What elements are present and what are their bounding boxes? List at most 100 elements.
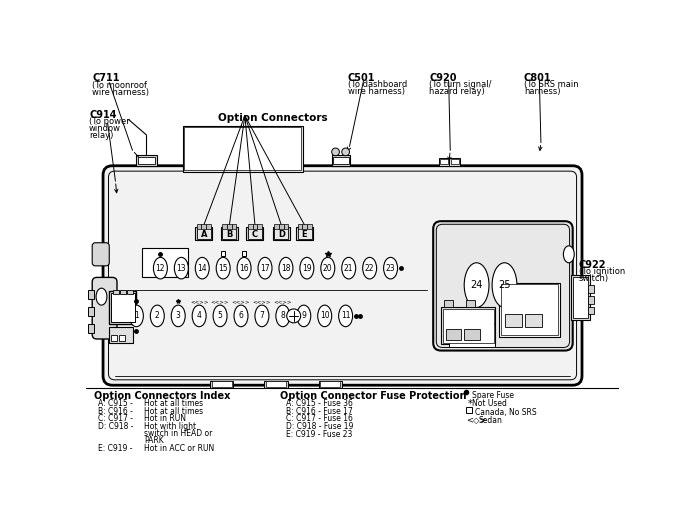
Text: 23: 23	[386, 264, 396, 272]
Bar	[302, 224, 307, 229]
Text: D: C918 -: D: C918 -	[98, 422, 133, 431]
Text: A: A	[200, 230, 207, 239]
Bar	[571, 275, 590, 320]
Text: Sedan: Sedan	[478, 416, 502, 425]
Ellipse shape	[321, 258, 335, 279]
Text: 9: 9	[301, 312, 306, 320]
Text: D: D	[278, 230, 285, 239]
Ellipse shape	[258, 258, 272, 279]
Ellipse shape	[342, 258, 356, 279]
Text: Hot at all times: Hot at all times	[144, 399, 203, 408]
Text: C: C917 -: C: C917 -	[98, 415, 133, 423]
Text: <<>>: <<>>	[190, 299, 208, 304]
Text: Option Connector Fuse Protection: Option Connector Fuse Protection	[280, 390, 466, 401]
Text: Hot at all times: Hot at all times	[144, 407, 203, 416]
Bar	[118, 335, 125, 341]
Bar	[266, 381, 286, 387]
Bar	[87, 323, 94, 333]
Text: A: C915 -: A: C915 -	[98, 399, 133, 408]
Bar	[197, 228, 211, 239]
Bar	[111, 293, 135, 322]
Bar	[279, 224, 283, 229]
Ellipse shape	[192, 305, 206, 327]
Text: Spare Fuse: Spare Fuse	[472, 390, 514, 400]
Bar	[572, 277, 588, 318]
Ellipse shape	[297, 305, 311, 327]
Bar	[466, 300, 475, 307]
Ellipse shape	[279, 258, 293, 279]
Bar	[222, 228, 237, 239]
Bar	[442, 309, 494, 343]
Text: 3: 3	[176, 312, 181, 320]
Circle shape	[342, 148, 350, 156]
Bar	[227, 224, 232, 229]
Ellipse shape	[129, 305, 143, 327]
Bar	[439, 158, 449, 166]
Ellipse shape	[338, 305, 353, 327]
Text: Option Connectors Index: Option Connectors Index	[94, 390, 230, 401]
Bar	[275, 224, 279, 229]
Text: (To SRS main: (To SRS main	[524, 80, 579, 89]
Text: switch): switch)	[579, 273, 609, 283]
Text: 12: 12	[155, 264, 165, 272]
Text: C711: C711	[92, 73, 120, 83]
Bar	[142, 248, 189, 278]
Bar	[248, 224, 252, 229]
Ellipse shape	[363, 258, 376, 279]
Circle shape	[287, 309, 301, 323]
Bar	[183, 126, 303, 172]
Ellipse shape	[255, 305, 269, 327]
Ellipse shape	[174, 258, 189, 279]
Text: C: C	[252, 230, 258, 239]
Text: 24: 24	[471, 280, 483, 290]
Bar	[109, 328, 133, 343]
Ellipse shape	[492, 263, 517, 307]
FancyBboxPatch shape	[92, 243, 109, 266]
FancyBboxPatch shape	[433, 221, 572, 351]
Text: C501: C501	[348, 73, 376, 83]
Bar	[320, 381, 340, 387]
Text: B: C916 - Fuse 17: B: C916 - Fuse 17	[286, 407, 353, 416]
Ellipse shape	[384, 258, 398, 279]
Text: <<>>: <<>>	[274, 299, 292, 304]
Text: <<>>: <<>>	[232, 299, 250, 304]
Text: 7: 7	[259, 312, 264, 320]
Text: 10: 10	[320, 312, 330, 320]
Bar	[87, 306, 94, 316]
Bar	[248, 228, 262, 239]
Bar	[588, 306, 594, 314]
Text: PARK: PARK	[144, 436, 164, 445]
Bar	[127, 290, 133, 295]
Ellipse shape	[318, 305, 332, 327]
Text: 5: 5	[217, 312, 222, 320]
Bar	[332, 155, 350, 166]
Bar	[499, 283, 559, 337]
Ellipse shape	[171, 305, 185, 327]
Bar	[184, 127, 301, 170]
Text: relay): relay)	[89, 131, 114, 140]
Text: (To dashboard: (To dashboard	[348, 80, 407, 89]
Text: B: C916 -: B: C916 -	[98, 407, 133, 416]
Bar	[197, 224, 202, 229]
Bar	[275, 228, 288, 239]
Text: 15: 15	[218, 264, 228, 272]
Bar	[298, 228, 312, 239]
Bar	[283, 224, 288, 229]
Text: Hot in ACC or RUN: Hot in ACC or RUN	[144, 444, 215, 454]
Text: (To power: (To power	[89, 117, 130, 126]
Ellipse shape	[300, 258, 314, 279]
Bar	[451, 159, 459, 164]
Text: 8: 8	[281, 312, 286, 320]
Text: wire harness): wire harness)	[348, 87, 405, 96]
Text: 2: 2	[155, 312, 160, 320]
Text: hazard relay): hazard relay)	[429, 87, 485, 96]
Bar	[464, 329, 480, 340]
Bar	[449, 158, 460, 166]
Text: (To ignition: (To ignition	[579, 267, 625, 276]
Text: C: C917 - Fuse 16: C: C917 - Fuse 16	[286, 415, 353, 423]
Bar	[222, 224, 227, 229]
Bar	[246, 227, 264, 241]
Bar	[307, 224, 312, 229]
Bar	[264, 381, 288, 388]
Bar	[298, 224, 302, 229]
